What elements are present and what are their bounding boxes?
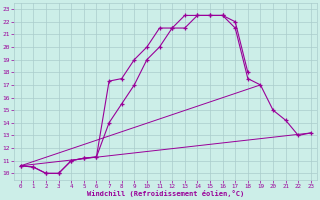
X-axis label: Windchill (Refroidissement éolien,°C): Windchill (Refroidissement éolien,°C) <box>87 190 244 197</box>
